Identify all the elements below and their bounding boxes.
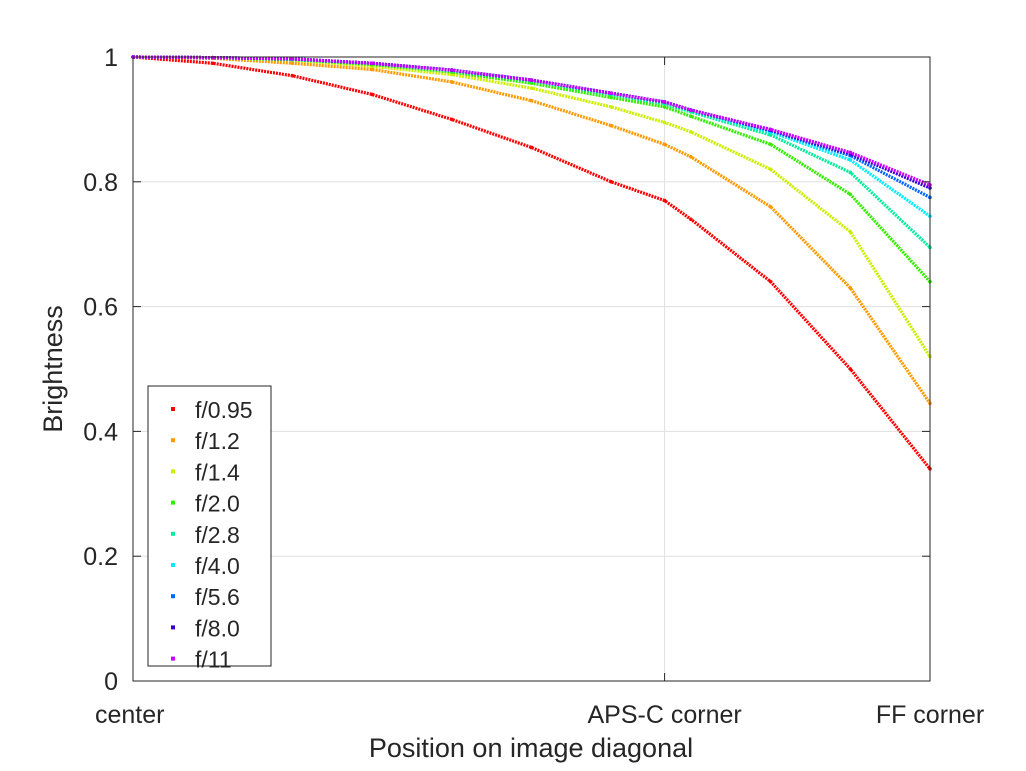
data-point <box>848 229 853 234</box>
data-point <box>768 133 773 137</box>
y-axis-label: Brightness <box>38 305 68 433</box>
data-point <box>450 72 454 77</box>
data-point <box>662 105 667 109</box>
series-f-0-95 <box>131 55 932 471</box>
legend-marker <box>171 625 175 630</box>
data-point <box>689 108 693 112</box>
data-point <box>848 150 853 155</box>
data-point <box>609 105 613 109</box>
plot-frame <box>132 56 931 682</box>
legend-marker <box>171 656 175 661</box>
axis-ticks: 0 0.2 0.4 0.6 0.8 1 center APS-C corner FF corne… <box>83 44 984 729</box>
data-point <box>848 158 853 162</box>
data-point <box>210 55 215 60</box>
data-point <box>662 120 667 125</box>
data-point <box>370 67 374 72</box>
legend-marker <box>171 469 175 474</box>
data-point <box>370 61 374 66</box>
data-point <box>609 91 613 95</box>
data-point <box>689 155 693 159</box>
data-point <box>290 61 295 66</box>
data-point <box>768 167 773 172</box>
data-point <box>689 114 693 119</box>
data-point <box>529 78 534 82</box>
legend-label: f/2.8 <box>195 522 240 548</box>
legend-label: f/0.95 <box>195 397 253 423</box>
legend-label: f/5.6 <box>195 584 240 610</box>
y-tick-label: 0 <box>104 668 118 696</box>
data-point <box>290 73 295 78</box>
y-tick-label: 1 <box>104 44 118 72</box>
data-point <box>609 95 613 100</box>
data-point <box>529 145 534 150</box>
data-point <box>290 57 295 61</box>
x-tick-label: APS-C corner <box>587 701 741 729</box>
legend: f/0.95 f/1.2 f/1.4 f/2.0 f/2.8 f/4.0 f/5.6 f/8.… <box>147 385 272 673</box>
data-point <box>210 61 215 66</box>
data-point <box>529 86 534 90</box>
y-tick-label: 0.8 <box>83 169 118 197</box>
legend-label: f/1.4 <box>195 459 240 485</box>
data-point <box>370 92 374 97</box>
legend-marker <box>171 407 175 411</box>
data-point <box>768 127 773 132</box>
legend-label: f/1.2 <box>195 428 240 454</box>
x-tick-label: center <box>95 701 164 729</box>
x-axis-label: Position on image diagonal <box>369 733 693 763</box>
legend-marker <box>171 594 175 599</box>
data-point <box>609 123 613 128</box>
y-tick-label: 0.4 <box>83 418 118 446</box>
legend-box <box>147 385 272 667</box>
data-point <box>662 100 667 104</box>
series-layer <box>131 55 932 471</box>
y-tick-label: 0.6 <box>83 294 118 322</box>
data-point <box>689 130 693 134</box>
legend-label: f/8.0 <box>195 615 240 641</box>
x-tick-label: FF corner <box>876 701 984 729</box>
data-point <box>848 192 853 197</box>
data-point <box>768 204 773 209</box>
legend-label: f/11 <box>195 647 232 673</box>
data-point <box>768 279 773 284</box>
data-point <box>768 142 773 147</box>
data-point <box>609 180 613 184</box>
legend-label: f/2.0 <box>195 491 240 517</box>
data-point <box>662 198 667 203</box>
y-tick-label: 0.2 <box>83 543 118 571</box>
data-point <box>848 367 853 371</box>
data-point <box>662 142 667 147</box>
data-point <box>848 286 853 290</box>
legend-marker <box>171 531 175 536</box>
data-point <box>529 98 534 103</box>
data-point <box>450 80 454 84</box>
data-point <box>848 170 853 175</box>
series-curve <box>132 55 932 470</box>
data-point <box>450 68 454 72</box>
legend-marker <box>171 563 175 567</box>
legend-marker <box>171 500 175 505</box>
data-point <box>450 117 454 122</box>
data-point <box>689 217 693 222</box>
legend-marker <box>171 438 175 443</box>
legend-label: f/4.0 <box>195 553 240 579</box>
